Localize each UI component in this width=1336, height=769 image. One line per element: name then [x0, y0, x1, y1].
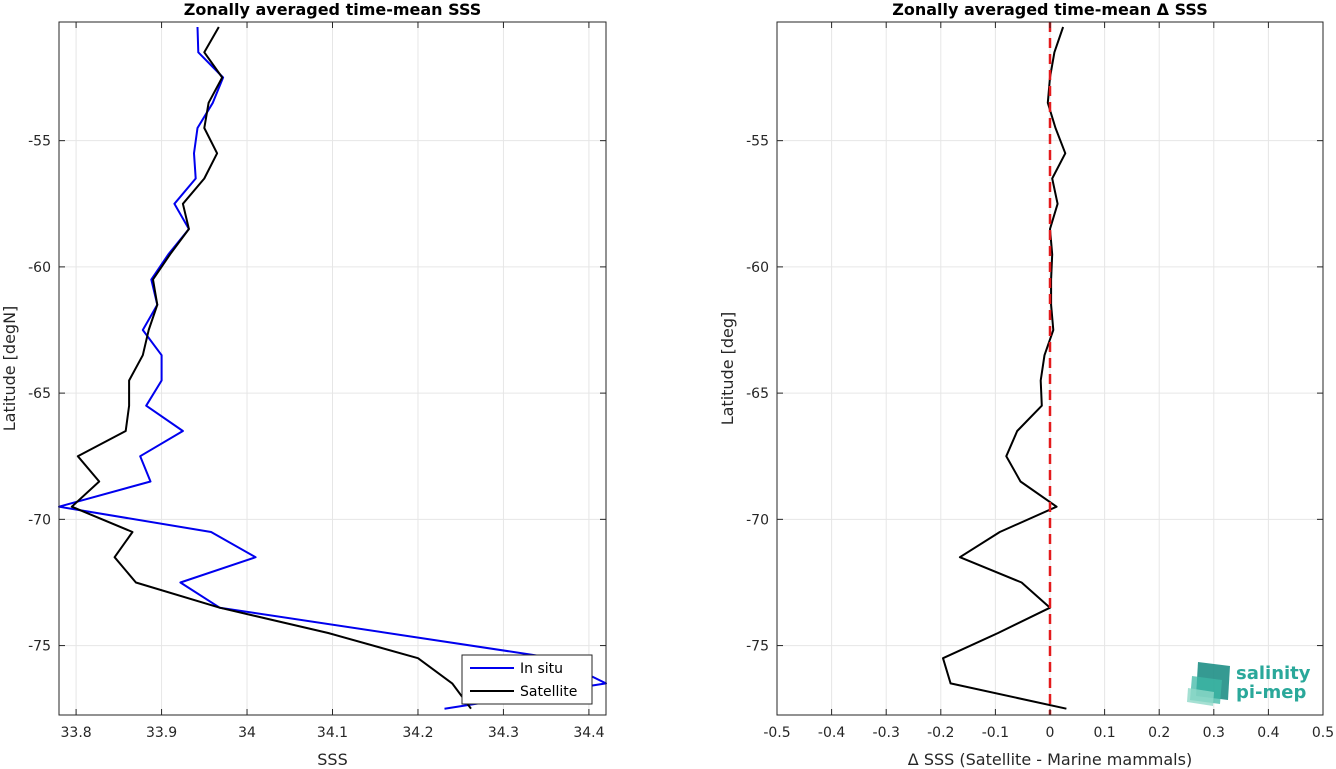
salinity-pi-mep-logo: salinity pi-mep — [1187, 662, 1311, 706]
grid-sss — [59, 22, 606, 715]
x-tick-label-0: 0 — [1046, 725, 1055, 741]
x-tick-label-34: 34 — [238, 725, 256, 741]
series-group-sss — [58, 26, 607, 710]
y-tick-label-75: -75 — [746, 639, 769, 655]
ticks-sss: 33.8 33.9 34 34.1 34.2 34.3 34.4 -55 -60 -65 -70 -7… — [28, 22, 606, 741]
series-line-series-0 — [942, 26, 1067, 710]
ticks-delta-sss: -0.5 -0.4 -0.3 -0.2 -0.1 0 0.1 0.2 0.3 0.4 0.5 -55 -… — [746, 22, 1334, 741]
logo-text-pi-mep: pi-mep — [1236, 682, 1306, 703]
x-tick-label-0-4: -0.4 — [818, 725, 845, 741]
x-tick-label-0-2: 0.2 — [1148, 725, 1170, 741]
y-tick-label-75: -75 — [28, 639, 51, 655]
y-tick-label-65: -65 — [746, 386, 769, 402]
y-tick-label-55: -55 — [28, 134, 51, 150]
x-tick-label-34-4: 34.4 — [573, 725, 604, 741]
x-tick-label-33-8: 33.8 — [61, 725, 92, 741]
x-tick-label-33-9: 33.9 — [146, 725, 177, 741]
x-tick-label-0-2: -0.2 — [927, 725, 954, 741]
legend-box — [461, 654, 593, 705]
x-axis-label-delta-sss: Δ SSS (Satellite - Marine mammals) — [908, 750, 1192, 769]
y-tick-label-60: -60 — [746, 260, 769, 276]
y-tick-label-70: -70 — [28, 512, 51, 528]
logo-mark-icon — [1187, 662, 1230, 706]
chart-title-delta-sss: Zonally averaged time-mean Δ SSS — [892, 0, 1208, 19]
legend-label-satellite: Satellite — [520, 684, 577, 700]
series-line-in-situ — [58, 26, 607, 710]
x-tick-label-0-4: 0.4 — [1257, 725, 1279, 741]
panel-sss: 33.8 33.9 34 34.1 34.2 34.3 34.4 -55 -60 -65 -70 -7… — [0, 0, 607, 769]
x-tick-label-0-1: -0.1 — [982, 725, 1009, 741]
panel-delta-sss: -0.5 -0.4 -0.3 -0.2 -0.1 0 0.1 0.2 0.3 0.4 0.5 -55 -… — [718, 0, 1334, 769]
y-axis-label-sss: Latitude [degN] — [0, 306, 19, 432]
x-tick-label-34-3: 34.3 — [488, 725, 519, 741]
series-line-satellite — [70, 26, 472, 710]
chart-title-sss: Zonally averaged time-mean SSS — [184, 0, 482, 19]
x-tick-label-34-2: 34.2 — [402, 725, 433, 741]
legend-label-in-situ: In situ — [520, 661, 563, 677]
y-tick-label-55: -55 — [746, 134, 769, 150]
x-tick-label-34-1: 34.1 — [317, 725, 348, 741]
y-tick-label-65: -65 — [28, 386, 51, 402]
x-tick-label-0-1: 0.1 — [1093, 725, 1115, 741]
series-group-delta-sss — [942, 26, 1067, 710]
x-tick-label-0-3: 0.3 — [1203, 725, 1225, 741]
x-axis-label-sss: SSS — [317, 750, 347, 769]
logo-text-salinity: salinity — [1236, 663, 1311, 684]
y-axis-label-delta-sss: Latitude [deg] — [718, 312, 737, 426]
x-tick-label-0-5: 0.5 — [1312, 725, 1334, 741]
y-tick-label-60: -60 — [28, 260, 51, 276]
y-tick-label-70: -70 — [746, 512, 769, 528]
x-tick-label-0-5: -0.5 — [763, 725, 790, 741]
legend: In situ Satellite — [461, 654, 593, 705]
x-tick-label-0-3: -0.3 — [873, 725, 900, 741]
